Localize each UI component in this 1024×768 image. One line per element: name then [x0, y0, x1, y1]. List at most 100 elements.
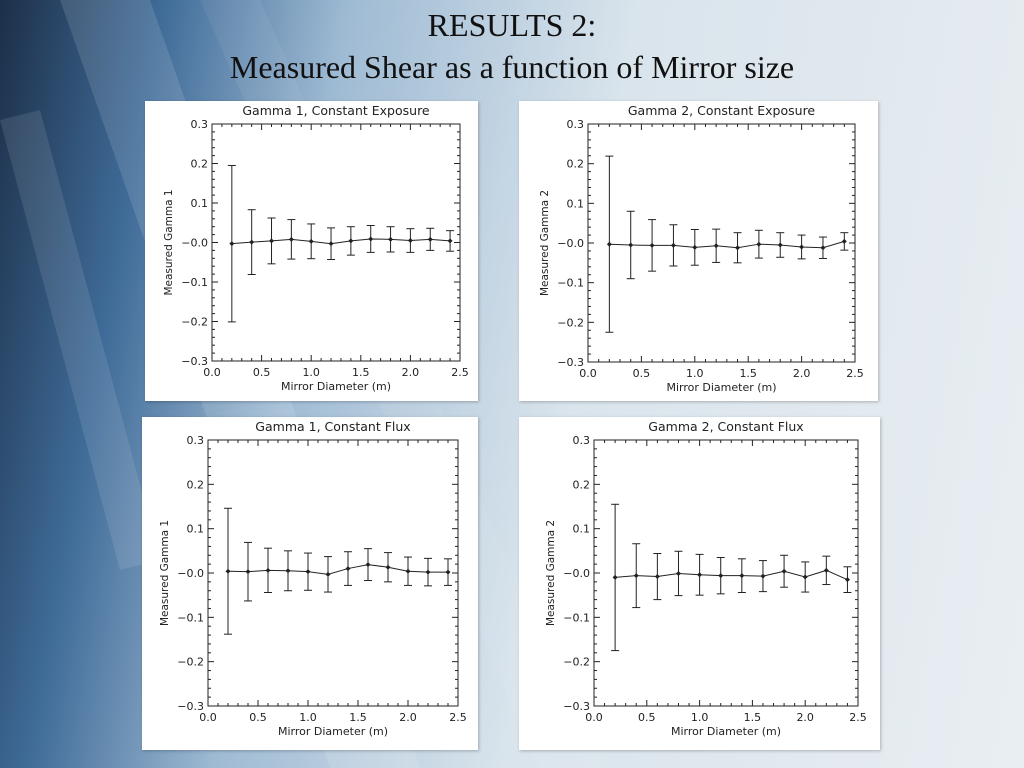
y-tick-label: −0.2 [181, 316, 208, 329]
data-point [633, 573, 639, 579]
series-line [231, 238, 451, 245]
y-axis-label: Measured Gamma 1 [163, 189, 175, 295]
chart-title: Gamma 1, Constant Exposure [242, 103, 430, 118]
x-tick-label: 1.0 [299, 711, 317, 724]
data-point [265, 567, 271, 573]
y-tick-label: −0.0 [181, 237, 208, 250]
data-point [368, 236, 374, 242]
data-point [245, 569, 251, 575]
chart-panel-gamma2-exposure: Gamma 2, Constant Exposure 0.0 0.5 1.0 1.5 2.… [519, 101, 878, 401]
data-point [328, 241, 334, 247]
data-point [841, 238, 847, 244]
data-point [445, 569, 451, 575]
data-point [425, 569, 431, 575]
plot-frame [587, 123, 856, 363]
data-point [308, 238, 314, 244]
data-point [628, 242, 634, 248]
y-tick-label: −0.1 [181, 276, 208, 289]
y-tick-label: 0.2 [567, 158, 585, 171]
data-point [447, 238, 453, 244]
data-point [675, 570, 681, 576]
data-point [799, 244, 805, 250]
x-axis-label: Mirror Diameter (m) [671, 725, 781, 738]
chart-title: Gamma 1, Constant Flux [255, 419, 410, 434]
data-point [654, 574, 660, 580]
chart-gamma2-flux: Gamma 2, Constant Flux 0.0 0.5 1.0 1.5 2.0 2.5… [545, 419, 867, 738]
x-tick-label: 1.0 [686, 367, 704, 380]
x-tick-label: 0.5 [638, 711, 656, 724]
data-point [288, 236, 294, 242]
data-point [229, 241, 235, 247]
x-tick-label: 0.5 [249, 711, 267, 724]
data-point [718, 573, 724, 579]
data-point [345, 566, 351, 572]
y-tick-label: −0.1 [177, 611, 204, 624]
x-tick-label: 2.0 [793, 367, 811, 380]
data-point [756, 241, 762, 247]
x-tick-label: 0.0 [585, 711, 603, 724]
x-tick-label: 1.0 [691, 711, 709, 724]
x-axis-label: Mirror Diameter (m) [278, 725, 388, 738]
y-tick-label: −0.0 [557, 237, 584, 250]
data-point [305, 569, 311, 575]
chart-panel-gamma1-exposure: Gamma 1, Constant Exposure 0.0 0.5 1.0 1.5 2.… [145, 101, 478, 401]
data-point [777, 242, 783, 248]
y-axis-label: Measured Gamma 1 [159, 520, 171, 626]
chart-panel-gamma2-flux: Gamma 2, Constant Flux 0.0 0.5 1.0 1.5 2.0 2.5… [519, 417, 880, 750]
y-tick-label: 0.3 [187, 434, 205, 447]
data-point [249, 239, 255, 245]
data-point [844, 577, 850, 583]
x-tick-label: 0.0 [203, 366, 221, 379]
y-axis-label: Measured Gamma 2 [545, 520, 557, 626]
x-tick-label: 1.5 [744, 711, 762, 724]
data-point [225, 568, 231, 574]
x-tick-label: 0.5 [253, 366, 270, 379]
data-point [325, 571, 331, 577]
data-point [612, 574, 618, 580]
y-tick-label: 0.3 [191, 118, 209, 131]
y-tick-label: −0.3 [181, 355, 208, 368]
data-point [388, 236, 394, 242]
y-tick-label: −0.3 [557, 356, 584, 369]
y-tick-label: −0.2 [177, 656, 204, 669]
x-tick-label: 2.5 [449, 711, 467, 724]
chart-title: Gamma 2, Constant Flux [648, 419, 803, 434]
data-point [823, 567, 829, 573]
chart-panel-gamma1-flux: Gamma 1, Constant Flux 0.0 0.5 1.0 1.5 2.0 2.5… [142, 417, 478, 750]
y-tick-label: −0.1 [563, 611, 590, 624]
series-line [615, 569, 848, 581]
x-tick-label: 2.0 [402, 366, 420, 379]
data-point [407, 238, 413, 244]
x-axis-label: Mirror Diameter (m) [666, 381, 776, 394]
y-tick-label: 0.3 [573, 434, 591, 447]
y-tick-label: −0.1 [557, 277, 584, 290]
y-tick-label: 0.2 [187, 478, 205, 491]
data-point [285, 568, 291, 574]
y-tick-label: 0.3 [567, 118, 585, 131]
data-point [760, 573, 766, 579]
data-point [670, 242, 676, 248]
x-tick-label: 2.5 [451, 366, 469, 379]
x-tick-label: 2.5 [849, 711, 867, 724]
x-tick-label: 1.5 [739, 367, 757, 380]
y-tick-label: −0.0 [177, 567, 204, 580]
y-tick-label: 0.1 [187, 523, 205, 536]
data-point [739, 573, 745, 579]
y-tick-label: −0.2 [563, 656, 590, 669]
chart-gamma1-flux: Gamma 1, Constant Flux 0.0 0.5 1.0 1.5 2.0 2.5… [159, 419, 467, 738]
data-point [735, 245, 741, 251]
data-point [269, 238, 275, 244]
data-point [781, 568, 787, 574]
y-tick-label: 0.2 [191, 158, 209, 171]
x-tick-label: 0.0 [199, 711, 217, 724]
data-point [820, 245, 826, 251]
slide-title: RESULTS 2: Measured Shear as a function … [0, 4, 1024, 88]
y-tick-label: −0.0 [563, 567, 590, 580]
series-line [609, 240, 845, 249]
x-tick-label: 2.5 [846, 367, 864, 380]
data-point [385, 564, 391, 570]
chart-title: Gamma 2, Constant Exposure [628, 103, 816, 118]
y-tick-label: 0.1 [567, 197, 585, 210]
data-point [692, 244, 698, 250]
series-line [227, 564, 448, 575]
